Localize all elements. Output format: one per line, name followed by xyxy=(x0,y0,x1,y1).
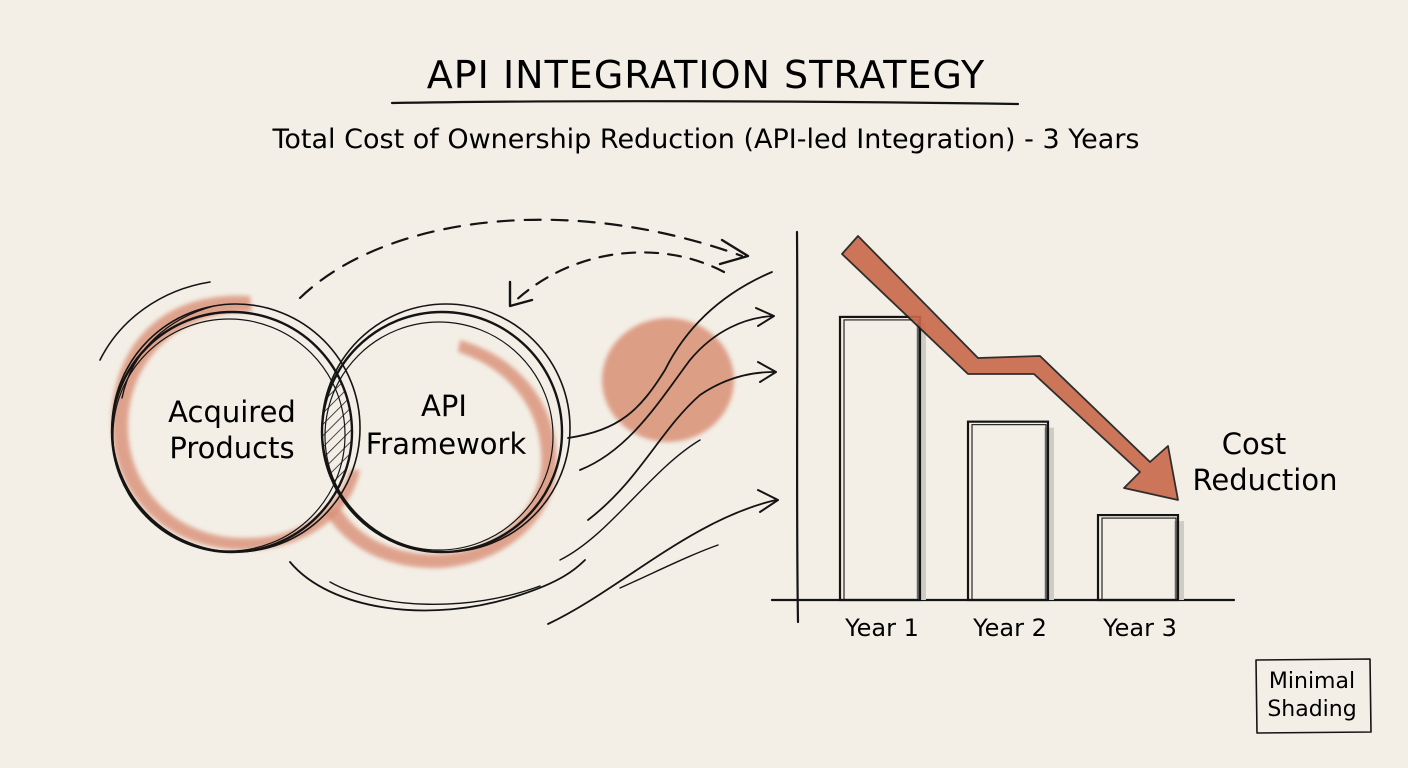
diagram-title: API INTEGRATION STRATEGY xyxy=(427,53,985,97)
bar-group xyxy=(838,315,1184,602)
motion-lines xyxy=(99,281,586,612)
bar-year-2 xyxy=(966,420,1050,602)
x-tick-group: Year 1 Year 2 Year 3 xyxy=(844,614,1177,642)
chart-axes xyxy=(770,230,1236,624)
left-circle-label-line2: Products xyxy=(169,431,294,465)
note-line1: Minimal xyxy=(1269,669,1355,694)
bar-year-1 xyxy=(838,315,922,602)
x-tick-label: Year 3 xyxy=(1102,614,1177,642)
diagram-subtitle: Total Cost of Ownership Reduction (API-l… xyxy=(271,124,1139,155)
title-underline xyxy=(390,100,1020,106)
style-note: Minimal Shading xyxy=(1255,658,1372,734)
dashed-arrows xyxy=(298,218,750,308)
venn-circle-left xyxy=(110,303,361,554)
x-tick-label: Year 1 xyxy=(844,614,919,642)
bar-year-3 xyxy=(1096,513,1180,602)
right-circle-label-line2: Framework xyxy=(366,427,527,461)
cost-reduction-label-line1: Cost xyxy=(1222,427,1286,461)
bar-inner-stroke xyxy=(971,424,1047,601)
cost-reduction-arrow xyxy=(841,235,1179,501)
left-circle-label-line1: Acquired xyxy=(168,395,296,429)
note-line2: Shading xyxy=(1267,697,1356,722)
flow-arrows xyxy=(547,271,779,625)
cost-reduction-label-line2: Reduction xyxy=(1193,463,1338,497)
venn-label-left: Acquired Products xyxy=(168,395,296,465)
venn-label-right: API Framework xyxy=(366,389,527,461)
x-tick-label: Year 2 xyxy=(972,614,1047,642)
bar-inner-stroke xyxy=(1101,517,1177,601)
right-circle-label-line1: API xyxy=(421,389,467,423)
venn-circle-right xyxy=(320,303,571,554)
bar-inner-stroke xyxy=(843,319,919,601)
y-axis xyxy=(795,230,800,624)
